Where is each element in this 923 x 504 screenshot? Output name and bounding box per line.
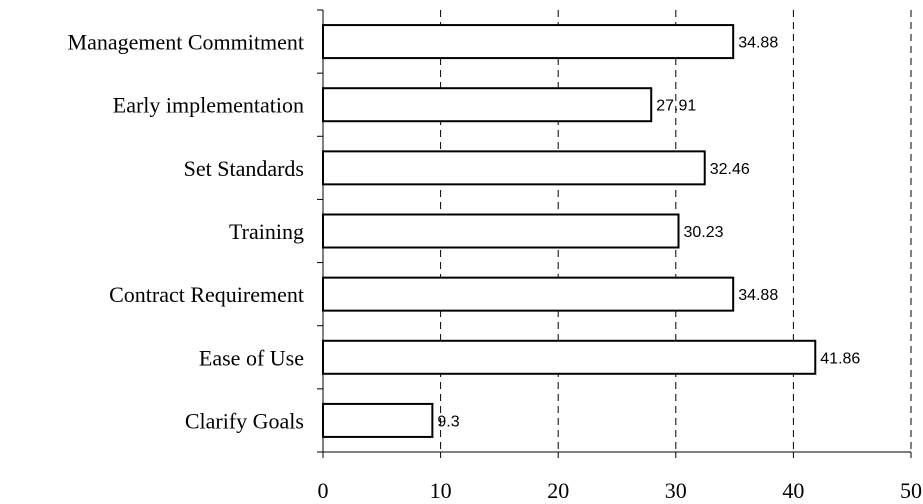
category-label: Early implementation <box>113 93 304 118</box>
x-tick-label: 0 <box>318 478 329 503</box>
bar <box>322 276 735 312</box>
category-label: Ease of Use <box>199 345 304 370</box>
x-tick-label: 30 <box>665 478 687 503</box>
category-label: Set Standards <box>184 156 304 181</box>
x-tick-label: 40 <box>782 478 804 503</box>
x-tick-label: 20 <box>547 478 569 503</box>
bar <box>322 87 653 123</box>
category-label: Clarify Goals <box>185 408 304 433</box>
data-label: 27.91 <box>656 98 696 115</box>
data-label: 30.23 <box>684 224 724 241</box>
x-tick-label: 50 <box>900 478 922 503</box>
category-label: Training <box>229 219 304 244</box>
bar <box>322 339 817 375</box>
data-label: 34.88 <box>738 35 778 52</box>
bar <box>322 24 735 60</box>
data-label: 32.46 <box>710 161 750 178</box>
category-label: Contract Requirement <box>109 282 304 307</box>
data-label: 9.3 <box>437 413 459 430</box>
bar <box>322 213 680 249</box>
bar <box>322 150 706 186</box>
bars <box>322 24 817 438</box>
x-tick-label: 10 <box>430 478 452 503</box>
axes: 0 10 20 30 40 50 <box>317 9 922 503</box>
bar <box>322 402 434 438</box>
labels: Management Commitment 34.88 Early implemen… <box>68 30 861 434</box>
data-label: 41.86 <box>820 350 860 367</box>
data-label: 34.88 <box>738 287 778 304</box>
category-label: Management Commitment <box>68 30 304 55</box>
